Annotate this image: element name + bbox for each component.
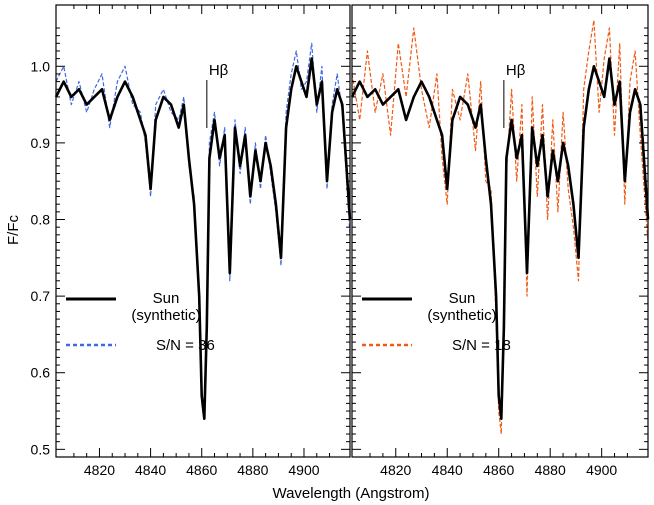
- x-axis-label: Wavelength (Angstrom): [272, 485, 429, 502]
- y-tick-label: 0.6: [31, 365, 51, 381]
- series-line-panel1-2: [55, 42, 351, 420]
- legend-label-1: Sun: [449, 290, 476, 307]
- y-tick-label: 0.8: [31, 212, 51, 228]
- x-tick-label: 4840: [432, 462, 463, 478]
- hbeta-annotation: Hβ: [506, 62, 526, 79]
- x-tick-label: 4860: [186, 462, 217, 478]
- y-tick-label: 1.0: [31, 58, 51, 74]
- series-line-panel1-1: [54, 57, 352, 421]
- y-tick-label: 0.5: [31, 441, 51, 457]
- x-tick-label: 4900: [288, 462, 319, 478]
- hbeta-annotation: Hβ: [209, 62, 229, 79]
- x-tick-label: 4820: [380, 462, 411, 478]
- x-tick-label: 4880: [237, 462, 268, 478]
- series-line-panel2-1: [350, 57, 650, 421]
- plot-frame-panel2: [351, 4, 649, 458]
- y-axis-label: F/Fc: [5, 215, 22, 245]
- x-tick-label: 4820: [84, 462, 115, 478]
- legend-label-1-line2: (synthetic): [131, 307, 200, 324]
- plot-frame-panel1: [55, 4, 351, 458]
- x-tick-label: 4840: [135, 462, 166, 478]
- series-line-panel2-2: [351, 19, 649, 435]
- x-tick-label: 4900: [586, 462, 617, 478]
- legend-label-1-line2: (synthetic): [427, 307, 496, 324]
- legend-label-2: S/N = 18: [452, 337, 511, 354]
- y-tick-label: 0.9: [31, 135, 51, 151]
- x-tick-label: 4880: [535, 462, 566, 478]
- y-tick-label: 0.7: [31, 288, 51, 304]
- x-tick-label: 4860: [483, 462, 514, 478]
- legend-label-1: Sun: [153, 290, 180, 307]
